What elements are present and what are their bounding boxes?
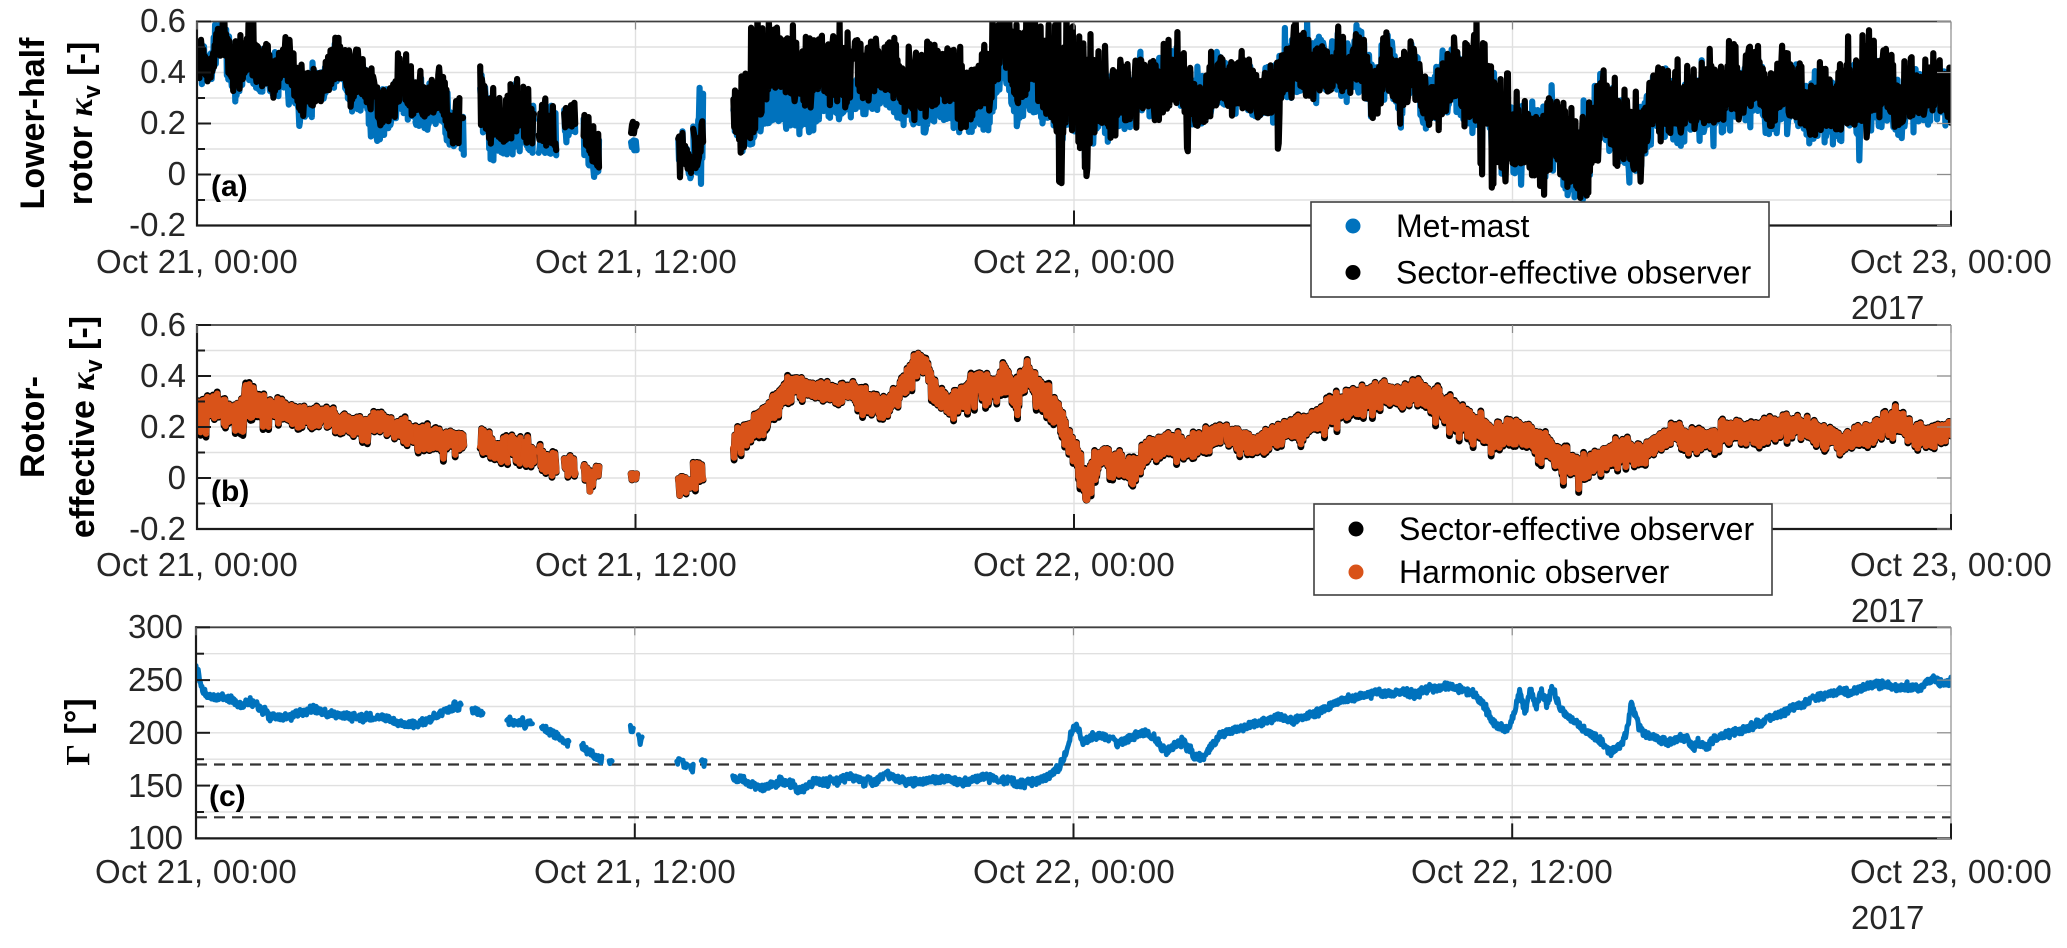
svg-text:Oct 21, 00:00: Oct 21, 00:00	[95, 853, 297, 890]
svg-text:250: 250	[128, 661, 183, 698]
svg-text:effective κv [-]: effective κv [-]	[64, 316, 108, 538]
svg-text:Rotor-: Rotor-	[14, 376, 52, 478]
svg-text:Oct 21, 12:00: Oct 21, 12:00	[534, 853, 736, 890]
svg-text:150: 150	[128, 767, 183, 804]
svg-text:(c): (c)	[209, 780, 246, 813]
svg-text:Sector-effective observer: Sector-effective observer	[1396, 255, 1751, 291]
svg-text:0.6: 0.6	[140, 2, 186, 39]
svg-text:Oct 23, 00:00: Oct 23, 00:00	[1850, 243, 2052, 280]
svg-text:Oct 22, 00:00: Oct 22, 00:00	[973, 243, 1175, 280]
svg-text:0: 0	[168, 459, 186, 496]
svg-text:Oct 23, 00:00: Oct 23, 00:00	[1850, 546, 2052, 583]
svg-text:0.2: 0.2	[140, 104, 186, 141]
svg-text:2017: 2017	[1851, 289, 1924, 326]
svg-text:Met-mast: Met-mast	[1396, 208, 1529, 244]
svg-text:rotor κv [-]: rotor κv [-]	[62, 42, 106, 206]
svg-text:0.2: 0.2	[140, 408, 186, 445]
svg-text:Oct 21, 12:00: Oct 21, 12:00	[535, 243, 737, 280]
svg-text:200: 200	[128, 714, 183, 751]
svg-text:0.4: 0.4	[140, 357, 186, 394]
svg-text:2017: 2017	[1851, 899, 1924, 936]
svg-text:Γ [°]: Γ [°]	[59, 698, 97, 765]
svg-text:-0.2: -0.2	[129, 510, 186, 547]
svg-text:Oct 21, 00:00: Oct 21, 00:00	[96, 243, 298, 280]
svg-text:Oct 22, 00:00: Oct 22, 00:00	[973, 546, 1175, 583]
svg-text:(b): (b)	[211, 475, 249, 508]
svg-text:0.6: 0.6	[140, 306, 186, 343]
svg-text:2017: 2017	[1851, 592, 1924, 629]
svg-text:Harmonic observer: Harmonic observer	[1399, 554, 1670, 590]
svg-text:Oct 22, 12:00: Oct 22, 12:00	[1411, 853, 1613, 890]
svg-text:100: 100	[128, 819, 183, 856]
svg-text:-0.2: -0.2	[129, 206, 186, 243]
svg-text:Oct 22, 00:00: Oct 22, 00:00	[973, 853, 1175, 890]
svg-text:Oct 23, 00:00: Oct 23, 00:00	[1850, 853, 2052, 890]
svg-text:Sector-effective observer: Sector-effective observer	[1399, 511, 1754, 547]
svg-text:Oct 21, 12:00: Oct 21, 12:00	[535, 546, 737, 583]
svg-text:0: 0	[168, 155, 186, 192]
svg-text:0.4: 0.4	[140, 53, 186, 90]
svg-text:300: 300	[128, 608, 183, 645]
svg-text:(a): (a)	[211, 170, 248, 203]
svg-text:Oct 21, 00:00: Oct 21, 00:00	[96, 546, 298, 583]
svg-text:Lower-half: Lower-half	[14, 37, 52, 210]
